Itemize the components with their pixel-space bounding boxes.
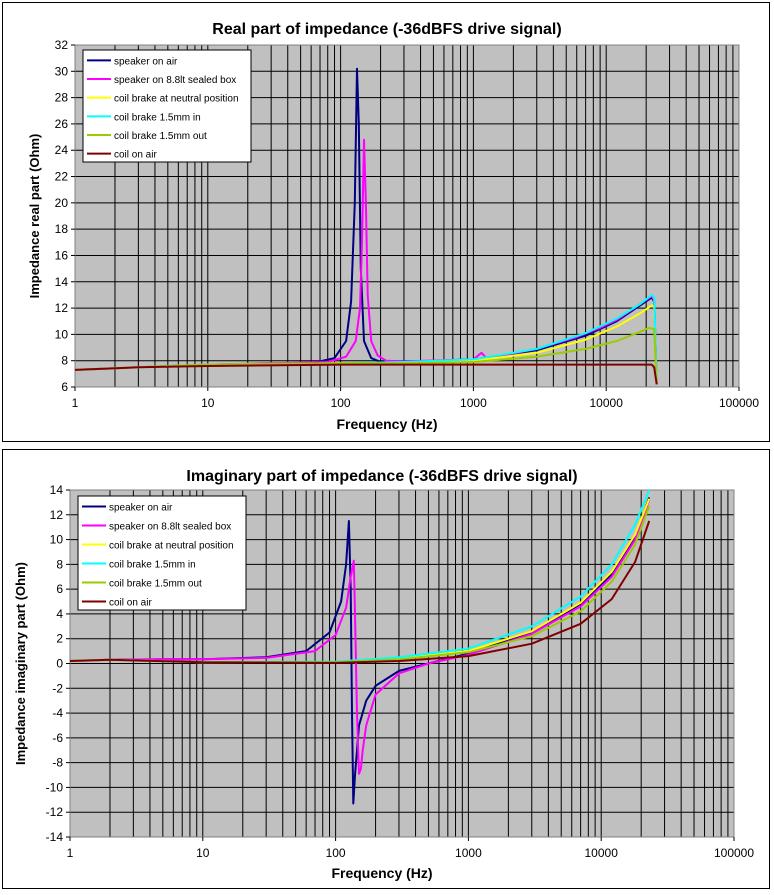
y-axis-label: Impedance imaginary part (Ohm) [13,562,28,765]
chart-title: Real part of impedance (-36dBFS drive si… [212,21,561,38]
series-group [74,67,658,385]
series-line [74,326,658,385]
legend: speaker on air speaker on 8.8lt sealed bo… [77,495,247,611]
x-tick-label: 1 [72,396,79,410]
series-line [69,520,651,664]
y-tick-label: 30 [55,64,69,78]
y-tick-label: 22 [55,170,69,184]
series-line [74,138,658,385]
real-part-chart-panel: 6 8 10 12 14 16 18 20 22 24 26 28 30 32 1 10 100 1000 1000… [2,2,770,442]
y-tick-label: 24 [55,143,69,157]
plot-border [74,44,740,388]
y-tick-label: 12 [55,301,69,315]
x-tick-label: 1000 [460,396,487,410]
x-tick-label: 100 [331,396,351,410]
y-tick-label: 18 [55,222,69,236]
chart-title: Imaginary part of impedance (-36dBFS dri… [186,468,577,485]
x-tick-label: 100 [326,846,346,860]
y-tick-label: -6 [52,731,63,745]
series-line [69,499,651,775]
x-axis-label: Frequency (Hz) [331,865,432,881]
y-tick-label: -12 [46,805,64,819]
legend-label: coil on air [114,150,157,161]
legend-label: coil brake 1.5mm in [109,560,196,571]
legend-label: speaker on 8.8lt sealed box [109,522,231,533]
y-tick-label: 10 [55,327,69,341]
y-axis-label: Impedance real part (Ohm) [27,134,42,299]
imaginary-part-chart-panel: -14 -12 -10 -8 -6 -4 -2 0 2 4 6 8 10 12 14 1 10 100 1000 10… [2,449,770,889]
legend-label: speaker on air [109,503,173,514]
legend-label: coil brake 1.5mm out [114,131,207,142]
y-tick-label: 0 [56,657,63,671]
y-tick-label: 32 [55,38,69,52]
y-tick-label: 28 [55,91,69,105]
x-tick-label: 100000 [719,396,759,410]
legend-label: coil brake 1.5mm in [114,112,201,123]
y-tick-label: -10 [46,780,64,794]
y-tick-label: -4 [52,706,63,720]
y-tick-label: 26 [55,117,69,131]
y-tick-label: 6 [56,582,63,596]
x-tick-label: 10000 [585,846,619,860]
legend-box [77,495,247,611]
y-tick-label: 6 [61,380,68,394]
y-tick-label: -8 [52,756,63,770]
legend-label: speaker on air [114,56,178,67]
y-tick-label: 8 [61,354,68,368]
y-tick-label: 14 [50,483,64,497]
legend-label: coil on air [109,598,152,609]
x-tick-label: 100000 [714,846,754,860]
y-tick-label: 12 [50,508,64,522]
y-tick-label: 20 [55,196,69,210]
gridlines [70,490,734,837]
legend-label: coil brake 1.5mm out [109,579,202,590]
legend: speaker on air speaker on 8.8lt sealed bo… [82,49,252,163]
y-tick-label: 2 [56,632,63,646]
y-tick-label: 8 [56,557,63,571]
legend-box [82,49,252,163]
x-tick-label: 1 [67,846,74,860]
x-axis-label: Frequency (Hz) [336,416,437,432]
y-tick-label: -2 [52,681,63,695]
x-tick-label: 10 [196,846,210,860]
real-part-chart: 6 8 10 12 14 16 18 20 22 24 26 28 30 32 1 10 100 1000 1000… [27,21,759,432]
y-tick-label: 10 [50,533,64,547]
imaginary-part-chart: -14 -12 -10 -8 -6 -4 -2 0 2 4 6 8 10 12 14 1 10 100 1000 10… [13,468,754,881]
legend-label: speaker on 8.8lt sealed box [114,75,236,86]
series-line [74,363,658,385]
x-tick-label: 10 [201,396,215,410]
y-tick-label: 4 [56,607,63,621]
y-tick-label: -14 [46,830,64,844]
x-tick-label: 10000 [590,396,624,410]
x-tick-label: 1000 [455,846,482,860]
y-tick-label: 14 [55,275,69,289]
series-group [69,489,651,805]
y-tick-label: 16 [55,248,69,262]
legend-label: coil brake at neutral position [109,541,234,552]
legend-label: coil brake at neutral position [114,94,239,105]
